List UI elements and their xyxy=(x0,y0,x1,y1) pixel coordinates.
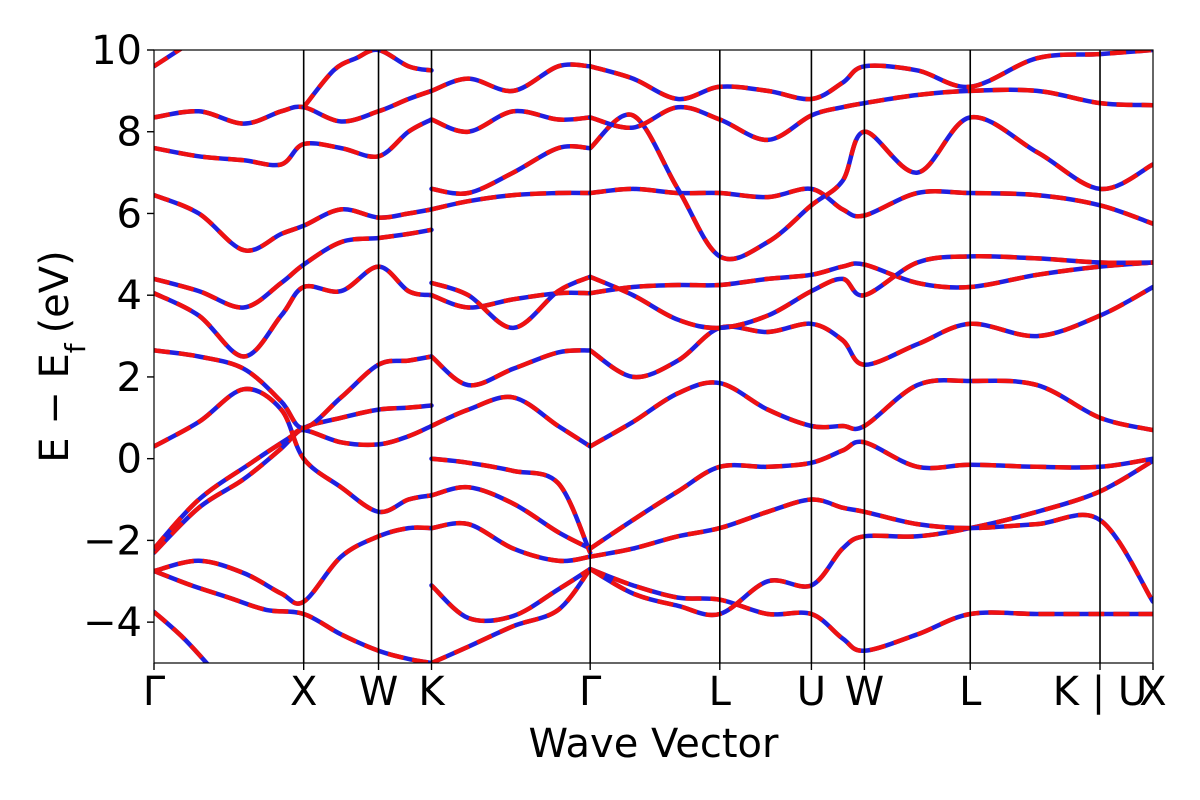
band-line-red-3 xyxy=(154,403,432,555)
band-line-red-38 xyxy=(589,50,1153,102)
x-tick-label: U xyxy=(797,669,826,715)
band-line-blue-10 xyxy=(154,117,434,168)
band-line-red-26 xyxy=(430,62,591,94)
band-line-blue-31 xyxy=(587,377,1153,449)
y-axis-ticks: −4 −2 0 2 4 6 8 10 xyxy=(83,28,154,646)
band-line-red-23 xyxy=(431,190,591,212)
y-tick-label: 2 xyxy=(117,355,142,401)
band-line-red-13 xyxy=(301,50,432,109)
x-tick-label: Γ xyxy=(143,669,166,715)
band-line-blue-27 xyxy=(587,566,1153,653)
x-tick-label: Γ xyxy=(579,669,602,715)
band-line-blue-9 xyxy=(154,192,434,253)
y-tick-label: 0 xyxy=(117,437,142,483)
y-axis-label: E − Ef (eV) xyxy=(32,250,92,463)
y-axis-label-main: E − E xyxy=(32,353,78,463)
x-tick-label: X xyxy=(1139,669,1166,715)
high-symmetry-lines xyxy=(302,50,1101,663)
band-line-red-36 xyxy=(588,112,1153,262)
x-tick-label: X xyxy=(290,669,317,715)
band-line-red-31 xyxy=(589,377,1153,449)
band-line-red-24 xyxy=(431,144,591,196)
band-line-red-6 xyxy=(154,348,432,431)
band-line-red-21 xyxy=(430,290,591,310)
x-tick-label: L xyxy=(959,669,982,715)
x-axis-label: Wave Vector xyxy=(529,721,780,767)
band-line-red-33 xyxy=(589,260,1153,296)
x-tick-label: L xyxy=(709,669,732,715)
band-line-red-32 xyxy=(588,285,1153,380)
x-tick-label: K xyxy=(418,669,446,715)
band-line-red-29 xyxy=(589,497,1153,603)
band-line-blue-19 xyxy=(429,394,593,449)
band-line-blue-38 xyxy=(587,50,1153,102)
y-tick-label: 4 xyxy=(117,273,142,319)
band-line-blue-7 xyxy=(154,264,434,359)
band-line-red-25 xyxy=(430,108,591,134)
band-line-red-19 xyxy=(430,394,592,449)
y-tick-label: −2 xyxy=(83,518,142,564)
band-line-red-8 xyxy=(154,227,432,310)
y-axis-label-unit: (eV) xyxy=(32,250,78,333)
band-line-blue-11 xyxy=(154,88,434,126)
bands-layer xyxy=(154,50,1153,663)
band-line-red-16 xyxy=(431,520,591,564)
band-line-red-22 xyxy=(430,274,592,331)
band-line-red-12 xyxy=(154,50,184,69)
band-line-blue-37 xyxy=(587,87,1153,143)
band-line-red-35 xyxy=(589,186,1153,226)
y-tick-label: 8 xyxy=(117,110,142,156)
plot-frame xyxy=(153,49,1154,664)
band-line-blue-32 xyxy=(587,284,1153,380)
band-line-red-18 xyxy=(431,456,593,554)
y-tick-label: −4 xyxy=(83,600,142,646)
band-line-blue-30 xyxy=(587,439,1153,551)
band-line-red-4 xyxy=(154,423,433,551)
band-line-blue-15 xyxy=(429,566,593,624)
band-line-red-30 xyxy=(588,439,1153,551)
band-line-red-0 xyxy=(154,610,210,663)
band-line-red-20 xyxy=(430,348,591,388)
band-line-red-10 xyxy=(154,117,433,168)
x-tick-label: W xyxy=(359,669,399,715)
band-line-red-15 xyxy=(429,567,592,624)
band-line-blue-16 xyxy=(429,520,593,564)
band-line-blue-26 xyxy=(429,62,593,94)
y-tick-label: 6 xyxy=(117,191,142,237)
band-line-red-17 xyxy=(430,484,592,551)
band-line-red-2 xyxy=(154,525,432,606)
band-line-red-14 xyxy=(430,567,593,663)
y-axis-label-subscript: f xyxy=(59,342,92,353)
band-line-blue-24 xyxy=(429,144,593,196)
band-line-red-28 xyxy=(589,458,1153,618)
band-line-blue-2 xyxy=(154,525,434,606)
band-line-red-27 xyxy=(589,566,1153,653)
x-tick-label: K | U xyxy=(1053,669,1147,715)
x-tick-label: W xyxy=(845,669,885,715)
band-line-red-34 xyxy=(589,254,1153,331)
band-line-red-9 xyxy=(154,192,432,253)
y-tick-label: 10 xyxy=(91,28,142,74)
